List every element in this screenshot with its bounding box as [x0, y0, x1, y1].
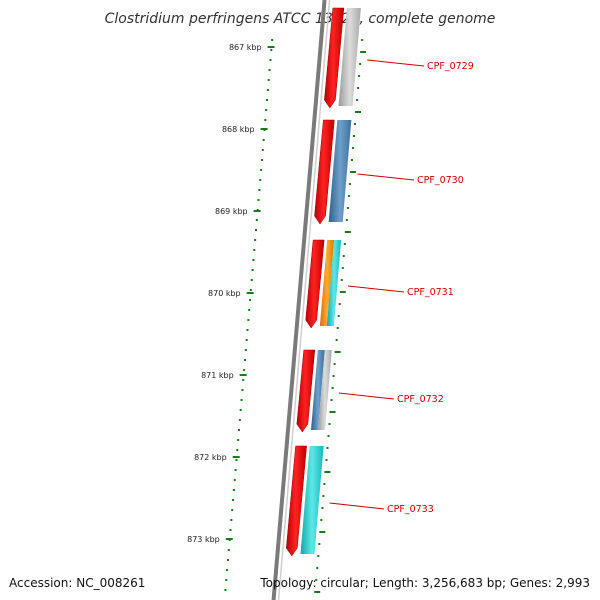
gene-label: CPF_0730	[417, 175, 464, 186]
cds-arrow	[324, 7, 345, 109]
feature-bar	[338, 8, 361, 106]
scale-tick-label: 868 kbp	[222, 125, 255, 134]
backbone-line	[271, 0, 327, 600]
map-title: Clostridium perfringens ATCC 13124, comp…	[105, 11, 496, 27]
label-leader	[367, 59, 425, 67]
feature-bar	[311, 350, 325, 430]
label-leader	[348, 285, 405, 293]
feature-bar	[318, 350, 332, 430]
gene-label: CPF_0732	[397, 394, 444, 405]
gene-label: CPF_0729	[427, 61, 474, 72]
scale-ruler: 867 kbp 868 kbp 869 kbp 870 kbp 871 kbp 872 k…	[187, 39, 367, 593]
label-leader	[357, 173, 415, 181]
backbone-line	[277, 0, 331, 600]
cds-arrow	[296, 349, 316, 433]
cds-arrow	[286, 445, 307, 557]
cds-arrow	[314, 119, 335, 225]
gene-labels: CPF_0729 CPF_0730 CPF_0731 CPF_0732 CPF_0733	[329, 59, 474, 515]
feature-bar	[326, 240, 342, 326]
feature-bar	[328, 120, 352, 222]
feature-bar	[319, 240, 335, 326]
backbone	[271, 0, 331, 600]
label-leader	[338, 392, 395, 400]
feature-bar	[300, 446, 324, 554]
scale-tick-label: 871 kbp	[201, 371, 234, 380]
cds-arrow	[305, 239, 325, 329]
accession-text: Accession: NC_008261	[9, 576, 146, 590]
scale-tick-label: 869 kbp	[215, 207, 248, 216]
scale-tick-label: 867 kbp	[229, 43, 262, 52]
label-leader	[329, 502, 385, 510]
gene-label: CPF_0731	[407, 287, 454, 298]
scale-tick-label: 870 kbp	[208, 289, 241, 298]
scale-tick-label: 872 kbp	[194, 453, 227, 462]
gene-track	[286, 7, 361, 557]
genome-summary-text: Topology: circular; Length: 3,256,683 bp…	[260, 576, 590, 590]
scale-tick-label: 873 kbp	[187, 535, 220, 544]
gene-label: CPF_0733	[387, 504, 434, 515]
